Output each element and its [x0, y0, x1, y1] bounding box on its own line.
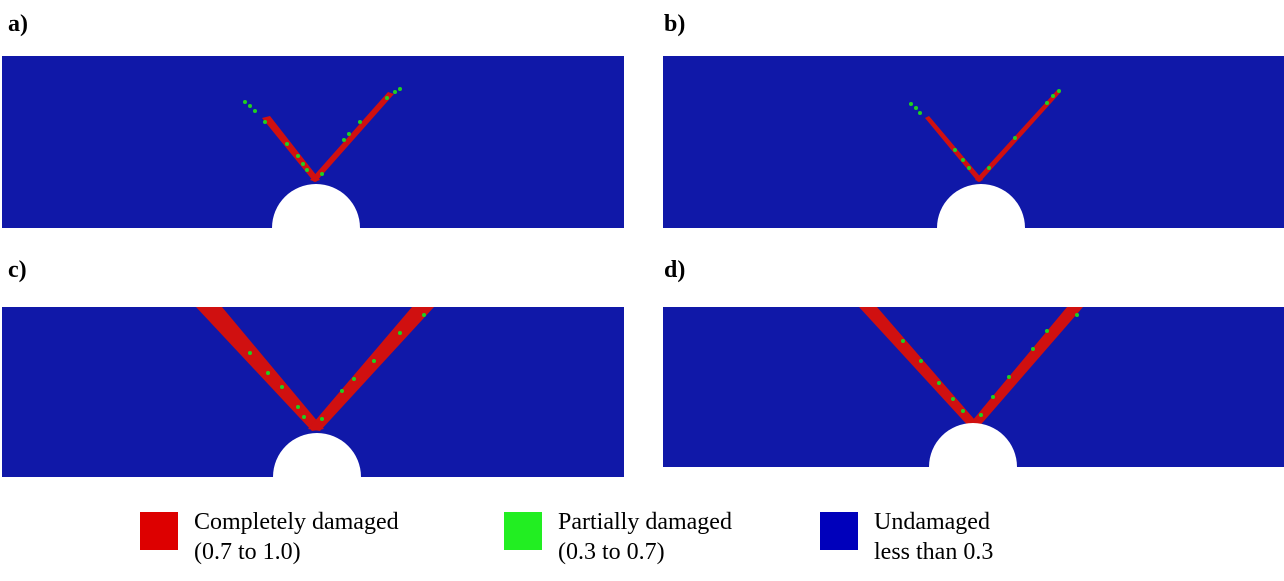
crack-left-a: [262, 116, 320, 182]
legend-range-completely-damaged: (0.7 to 1.0): [194, 539, 301, 565]
hole-c: [273, 433, 361, 477]
panel-c: [2, 307, 624, 477]
legend-label-partially-damaged: Partially damaged: [558, 509, 732, 535]
damage-plot-b: [663, 56, 1284, 228]
crack-right-d: [967, 307, 1083, 429]
partial-damage-d: [901, 313, 1079, 417]
crack-right-c: [308, 307, 434, 431]
panel-label-c: c): [8, 257, 27, 283]
legend-label-undamaged: Undamaged: [874, 509, 990, 535]
crack-left-d: [859, 307, 981, 429]
partial-damage-b: [909, 89, 1061, 170]
legend-swatch-blue: [820, 512, 858, 550]
legend-swatch-green: [504, 512, 542, 550]
crack-left-c: [196, 307, 324, 431]
legend-range-partially-damaged: (0.3 to 0.7): [558, 539, 665, 565]
hole-b: [937, 184, 1025, 228]
crack-right-a: [310, 92, 394, 182]
panel-b: [663, 56, 1284, 228]
legend-swatch-red: [140, 512, 178, 550]
partial-damage-a: [243, 87, 402, 176]
hole-d: [929, 423, 1017, 467]
panel-label-b: b): [664, 11, 686, 37]
damage-plot-d: [663, 307, 1284, 467]
partial-damage-c: [248, 313, 426, 421]
damage-plot-a: [2, 56, 624, 228]
crack-right-b: [975, 90, 1061, 182]
damage-plot-c: [2, 307, 624, 477]
panel-a: [2, 56, 624, 228]
panel-label-a: a): [8, 11, 28, 37]
panel-d: [663, 307, 1284, 467]
legend-range-undamaged: less than 0.3: [874, 539, 994, 565]
hole-a: [272, 184, 360, 228]
legend-label-completely-damaged: Completely damaged: [194, 509, 399, 535]
panel-label-d: d): [664, 257, 686, 283]
